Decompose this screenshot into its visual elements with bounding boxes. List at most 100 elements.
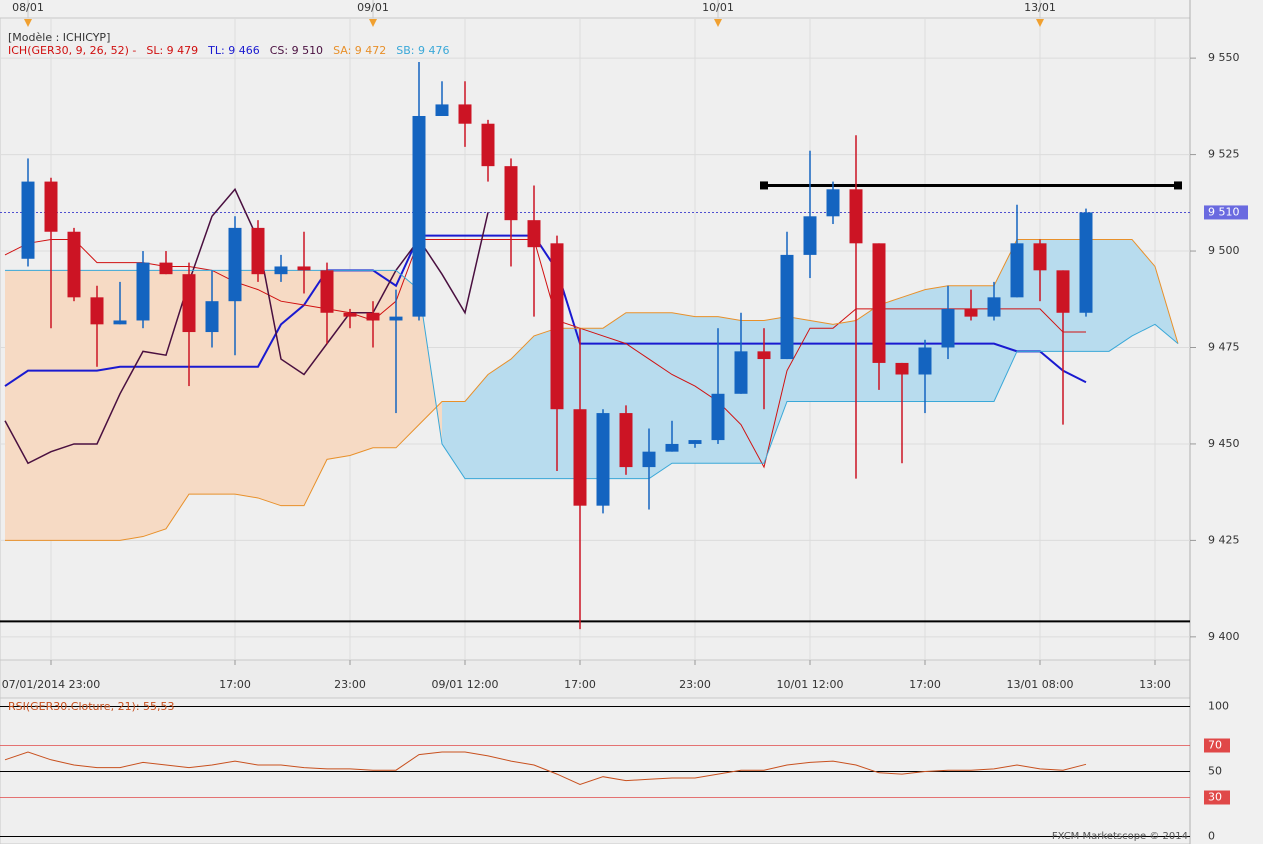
candle-body (665, 443, 679, 452)
x-tick-label: 23:00 (334, 678, 366, 691)
date-marker (369, 19, 377, 27)
last-price-label: 9 510 (1208, 205, 1240, 218)
date-marker (24, 19, 32, 27)
rsi-tick-label: 0 (1208, 830, 1215, 843)
x-tick-label: 17:00 (219, 678, 251, 691)
x-tick-label: 17:00 (909, 678, 941, 691)
legend-item: TL: 9 466 (207, 44, 260, 57)
date-label: 10/01 (702, 1, 734, 14)
y-tick-label: 9 500 (1208, 244, 1240, 257)
legend-item: SA: 9 472 (333, 44, 386, 57)
candle-body (987, 297, 1001, 317)
rsi-tick-label: 30 (1208, 791, 1222, 804)
cloud-segment (281, 270, 304, 506)
indicator-line (5, 269, 1179, 480)
y-tick-label: 9 425 (1208, 533, 1240, 546)
rsi-tick-label: 50 (1208, 765, 1222, 778)
candle-body (481, 123, 495, 167)
y-tick-label: 9 525 (1208, 148, 1240, 161)
y-tick-label: 9 550 (1208, 51, 1240, 64)
candle-body (228, 227, 242, 302)
date-label: 09/01 (357, 1, 389, 14)
cloud-segment (833, 320, 856, 402)
candle-body (964, 308, 978, 317)
candle-body (941, 308, 955, 348)
date-marker (714, 19, 722, 27)
date-label: 08/01 (12, 1, 44, 14)
cloud-segment (74, 270, 97, 541)
candle-body (274, 266, 288, 275)
rsi-tick-label: 70 (1208, 739, 1222, 752)
candle-body (90, 297, 104, 325)
candle-body (826, 189, 840, 217)
indicator-line (4, 238, 1086, 469)
candle-body (1079, 212, 1093, 313)
last-price-box (1204, 205, 1248, 220)
candle-body (895, 362, 909, 375)
rsi-title: RSI(GER30.Cloture, 21): 55,53 (8, 700, 175, 713)
candle-body (849, 189, 863, 244)
cloud-segment (1132, 239, 1155, 336)
candle-body (734, 351, 748, 394)
credit: FXCM Marketscope © 2014 (1052, 831, 1188, 842)
cloud-segment (465, 374, 488, 479)
candle-body (389, 316, 403, 321)
resistance-end (1174, 181, 1182, 190)
legend-item: SL: 9 479 (146, 44, 198, 57)
y-tick-label: 9 475 (1208, 340, 1240, 353)
candle-body (320, 270, 334, 313)
rsi-tick-box (1204, 790, 1230, 805)
legend-model-text: [Modèle : ICHICYP] (8, 31, 110, 44)
candle-body (872, 243, 886, 363)
candle-body (642, 451, 656, 468)
cloud-segment (51, 270, 74, 541)
cloud-segment (488, 359, 511, 479)
legend-item: CS: 9 510 (270, 44, 323, 57)
candle-body (596, 413, 610, 506)
candle-body (412, 115, 426, 317)
candle-body (757, 351, 771, 360)
cloud-segment (235, 270, 258, 498)
candle-body (113, 320, 127, 325)
cloud-segment (120, 270, 143, 541)
cloud-segment (327, 270, 350, 460)
x-tick-label: 17:00 (564, 678, 596, 691)
candle-body (44, 181, 58, 232)
rsi-line (4, 751, 1087, 786)
legend: ICH(GER30, 9, 26, 52) - SL: 9 479 TL: 9 46… (8, 44, 450, 57)
x-tick-label: 10/01 12:00 (777, 678, 844, 691)
date-label: 13/01 (1024, 1, 1056, 14)
date-marker (1036, 19, 1044, 27)
cloud-segment (810, 320, 833, 402)
candle-body (159, 262, 173, 275)
cloud-segment (902, 289, 925, 402)
indicator-line (4, 187, 489, 465)
candle-body (297, 266, 311, 271)
cloud-segment (672, 312, 695, 464)
rsi-tick-box (1204, 738, 1230, 753)
candle-body (205, 301, 219, 333)
cloud-segment (350, 270, 373, 456)
indicator-line (4, 234, 1087, 387)
candle-body (21, 181, 35, 259)
cloud-segment (511, 335, 534, 479)
cloud-segment (143, 270, 166, 537)
cloud-segment (97, 270, 120, 541)
x-tick-label: 13/01 08:00 (1007, 678, 1074, 691)
candle-body (1010, 243, 1024, 298)
candle-body (688, 440, 702, 444)
cloud-segment (373, 270, 396, 448)
candle-body (136, 262, 150, 321)
cloud-segment (649, 312, 672, 479)
x-tick-label: 09/01 12:00 (432, 678, 499, 691)
rsi-tick-label: 100 (1208, 700, 1229, 713)
legend-indicator: ICH(GER30, 9, 26, 52) - (8, 44, 136, 57)
candle-body (527, 220, 541, 248)
x-tick-label: 23:00 (679, 678, 711, 691)
cloud-segment (1109, 239, 1132, 352)
resistance-end (760, 181, 768, 190)
x-tick-label: 07/01/2014 23:00 (2, 678, 101, 691)
cloud-segment (442, 401, 465, 479)
y-tick-label: 9 450 (1208, 437, 1240, 450)
